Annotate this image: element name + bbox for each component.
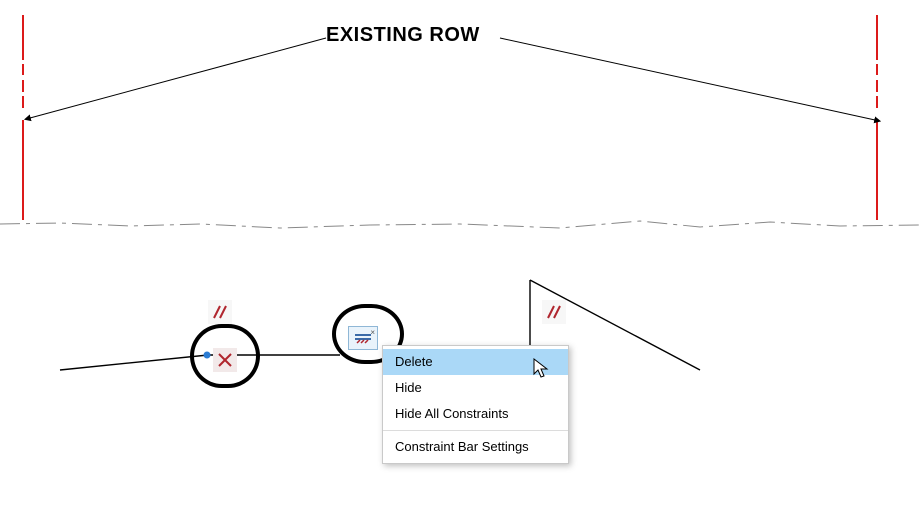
menu-item[interactable]: Delete bbox=[383, 349, 568, 375]
menu-separator bbox=[383, 430, 568, 431]
menu-item[interactable]: Constraint Bar Settings bbox=[383, 434, 568, 460]
hatch-icon bbox=[542, 300, 566, 324]
cad-canvas[interactable]: EXISTING ROW × DeleteHideHi bbox=[0, 0, 923, 509]
title-label: EXISTING ROW bbox=[326, 24, 480, 47]
menu-item[interactable]: Hide bbox=[383, 375, 568, 401]
close-icon[interactable]: × bbox=[370, 328, 375, 337]
context-menu[interactable]: DeleteHideHide All Constraints Constraint… bbox=[382, 345, 569, 464]
menu-item[interactable]: Hide All Constraints bbox=[383, 401, 568, 427]
hatch-icon bbox=[208, 300, 232, 324]
constraint-x-icon[interactable] bbox=[213, 348, 237, 372]
constraint-glyph-icon[interactable]: × bbox=[348, 326, 378, 350]
